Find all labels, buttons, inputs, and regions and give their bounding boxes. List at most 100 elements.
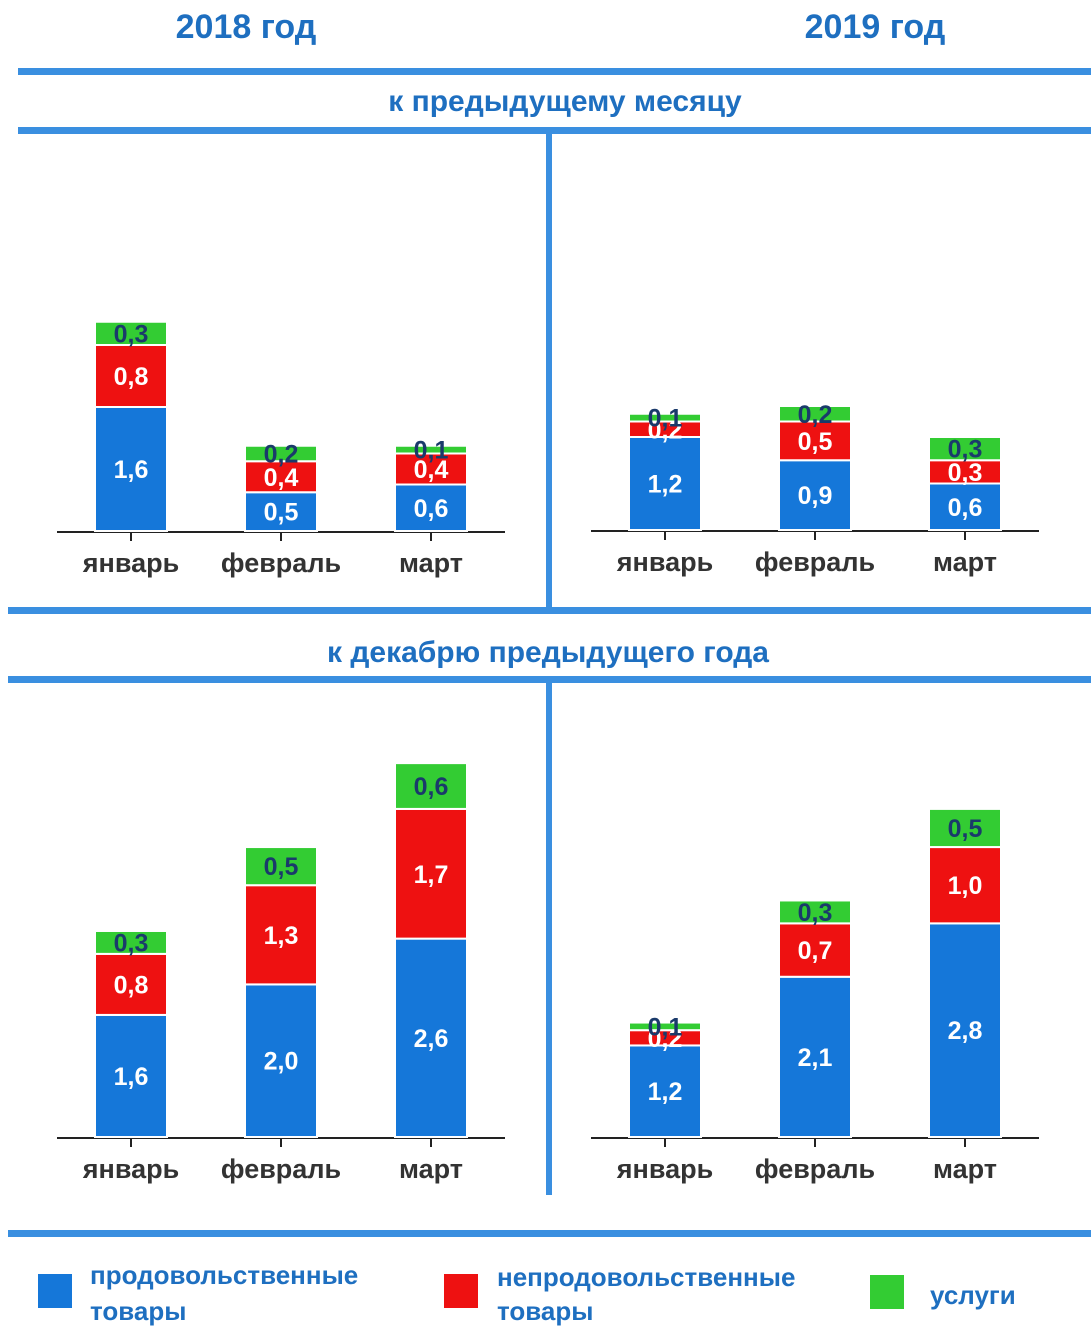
data-label-food-3: 2,8 <box>948 1017 983 1045</box>
legend: продовольственные товары непродовольстве… <box>38 1260 1016 1326</box>
bar-segment-services-2 <box>778 405 852 423</box>
data-label-nonfood-2: 0,7 <box>798 937 833 965</box>
category-label-2: февраль <box>755 547 875 577</box>
category-label-2: февраль <box>755 1154 875 1184</box>
category-label-1: январь <box>82 1154 179 1184</box>
legend-swatch-food <box>38 1274 72 1308</box>
bar-segment-services-1 <box>628 412 702 423</box>
bar-segment-services-2 <box>244 846 318 887</box>
legend-label-nonfood-line2: товары <box>497 1296 593 1326</box>
category-label-2: февраль <box>221 548 341 578</box>
data-label-food-1: 1,2 <box>648 1078 683 1106</box>
legend-label-food-line2: товары <box>90 1296 186 1326</box>
data-label-services-2: 0,2 <box>264 441 299 469</box>
data-label-services-1: 0,3 <box>114 929 149 957</box>
data-label-nonfood-2: 1,3 <box>264 922 299 950</box>
data-label-food-3: 0,6 <box>414 495 449 523</box>
bar-segment-services-1 <box>94 929 168 955</box>
data-label-services-3: 0,6 <box>414 773 449 801</box>
legend-label-services: услуги <box>930 1280 1016 1310</box>
bar-segment-nonfood-1 <box>94 952 168 1016</box>
legend-swatch-nonfood <box>444 1274 478 1308</box>
category-label-2: февраль <box>221 1154 341 1184</box>
rule-below-section-bottom <box>8 676 1091 683</box>
legend-swatch-services <box>870 1275 904 1309</box>
bar-segment-food-3 <box>394 937 468 1138</box>
bar-segment-nonfood-3 <box>394 452 468 486</box>
bar-segment-services-1 <box>94 320 168 346</box>
year-header-2019: 2019 год <box>805 8 946 46</box>
section-title-december-previous-year: к декабрю предыдущего года <box>327 636 769 669</box>
bar-segment-food-3 <box>394 483 468 532</box>
bar-segment-food-3 <box>928 482 1002 531</box>
data-label-services-3: 0,5 <box>948 815 983 843</box>
data-label-services-2: 0,2 <box>798 401 833 429</box>
chart-panel-2019-december: 1,20,20,1январь2,10,70,3февраль2,81,00,5… <box>591 807 1039 1184</box>
section-title-previous-month: к предыдущему месяцу <box>388 85 742 118</box>
data-label-food-1: 1,6 <box>114 456 149 484</box>
bar-segment-services-3 <box>394 762 468 810</box>
data-label-nonfood-1: 0,8 <box>114 363 149 391</box>
data-label-nonfood-3: 1,7 <box>414 861 449 889</box>
data-label-services-1: 0,3 <box>114 320 149 348</box>
bar-segment-nonfood-2 <box>244 884 318 986</box>
bar-segment-services-2 <box>778 899 852 925</box>
rule-middle <box>8 607 1091 614</box>
bar-segment-food-2 <box>778 975 852 1139</box>
bar-segment-food-2 <box>778 459 852 531</box>
data-label-services-1: 0,1 <box>648 405 683 433</box>
data-label-services-3: 0,3 <box>948 436 983 464</box>
vertical-divider-top <box>546 134 552 609</box>
legend-label-food-line1: продовольственные <box>90 1260 358 1290</box>
data-label-food-2: 2,0 <box>264 1048 299 1076</box>
bar-segment-nonfood-1 <box>94 344 168 408</box>
bar-segment-food-1 <box>94 406 168 532</box>
data-label-nonfood-3: 1,0 <box>948 872 983 900</box>
vertical-divider-bottom <box>546 683 552 1195</box>
category-label-1: январь <box>616 547 713 577</box>
bar-segment-food-3 <box>928 922 1002 1138</box>
data-label-food-1: 1,2 <box>648 471 683 499</box>
rule-below-section-top <box>18 127 1091 134</box>
data-label-services-3: 0,1 <box>414 437 449 465</box>
bar-segment-food-1 <box>94 1013 168 1138</box>
data-label-nonfood-2: 0,4 <box>264 464 299 492</box>
data-label-nonfood-1: 0,8 <box>114 971 149 999</box>
chart-panel-2019-previous-month: 1,20,20,1январь0,90,50,2февраль0,60,30,3… <box>591 401 1039 577</box>
category-label-3: март <box>399 548 463 578</box>
bar-segment-food-1 <box>628 1044 702 1138</box>
data-label-services-2: 0,5 <box>264 853 299 881</box>
category-label-3: март <box>933 547 997 577</box>
rule-above-legend <box>8 1230 1091 1237</box>
bar-segment-nonfood-3 <box>394 807 468 940</box>
bar-segment-nonfood-2 <box>778 420 852 462</box>
chart-panel-2018-december: 1,6 0,8 0,3 январь 2,0 1,3 0,5 февраль 2,6 1,7 0,6… <box>57 762 505 1184</box>
bar-segment-services-1 <box>628 1021 702 1032</box>
data-label-nonfood-3: 0,3 <box>948 459 983 487</box>
data-label-food-3: 2,6 <box>414 1025 449 1053</box>
legend-label-nonfood-line1: непродовольственные <box>497 1262 795 1292</box>
data-label-food-2: 0,5 <box>264 499 299 527</box>
bar-segment-services-3 <box>928 807 1002 849</box>
data-label-services-1: 0,1 <box>648 1013 683 1041</box>
data-label-nonfood-2: 0,5 <box>798 428 833 456</box>
category-label-1: январь <box>616 1154 713 1184</box>
category-label-1: январь <box>82 548 179 578</box>
bar-segment-food-1 <box>628 436 702 531</box>
data-label-food-1: 1,6 <box>114 1063 149 1091</box>
category-label-3: март <box>399 1154 463 1184</box>
chart-panel-2018-previous-month: 1,60,80,3январь0,50,40,2февраль0,60,40,1… <box>57 320 505 578</box>
data-label-food-2: 2,1 <box>798 1044 833 1072</box>
bar-segment-services-2 <box>244 444 318 463</box>
data-label-food-3: 0,6 <box>948 494 983 522</box>
year-header-2018: 2018 год <box>176 8 317 46</box>
category-label-3: март <box>933 1154 997 1184</box>
data-label-food-2: 0,9 <box>798 482 833 510</box>
data-label-services-2: 0,3 <box>798 899 833 927</box>
data-label-nonfood-3: 0,4 <box>414 456 449 484</box>
bar-segment-nonfood-3 <box>928 846 1002 925</box>
rule-top <box>18 68 1091 75</box>
bar-segment-services-3 <box>394 444 468 455</box>
bar-segment-services-3 <box>928 436 1002 462</box>
